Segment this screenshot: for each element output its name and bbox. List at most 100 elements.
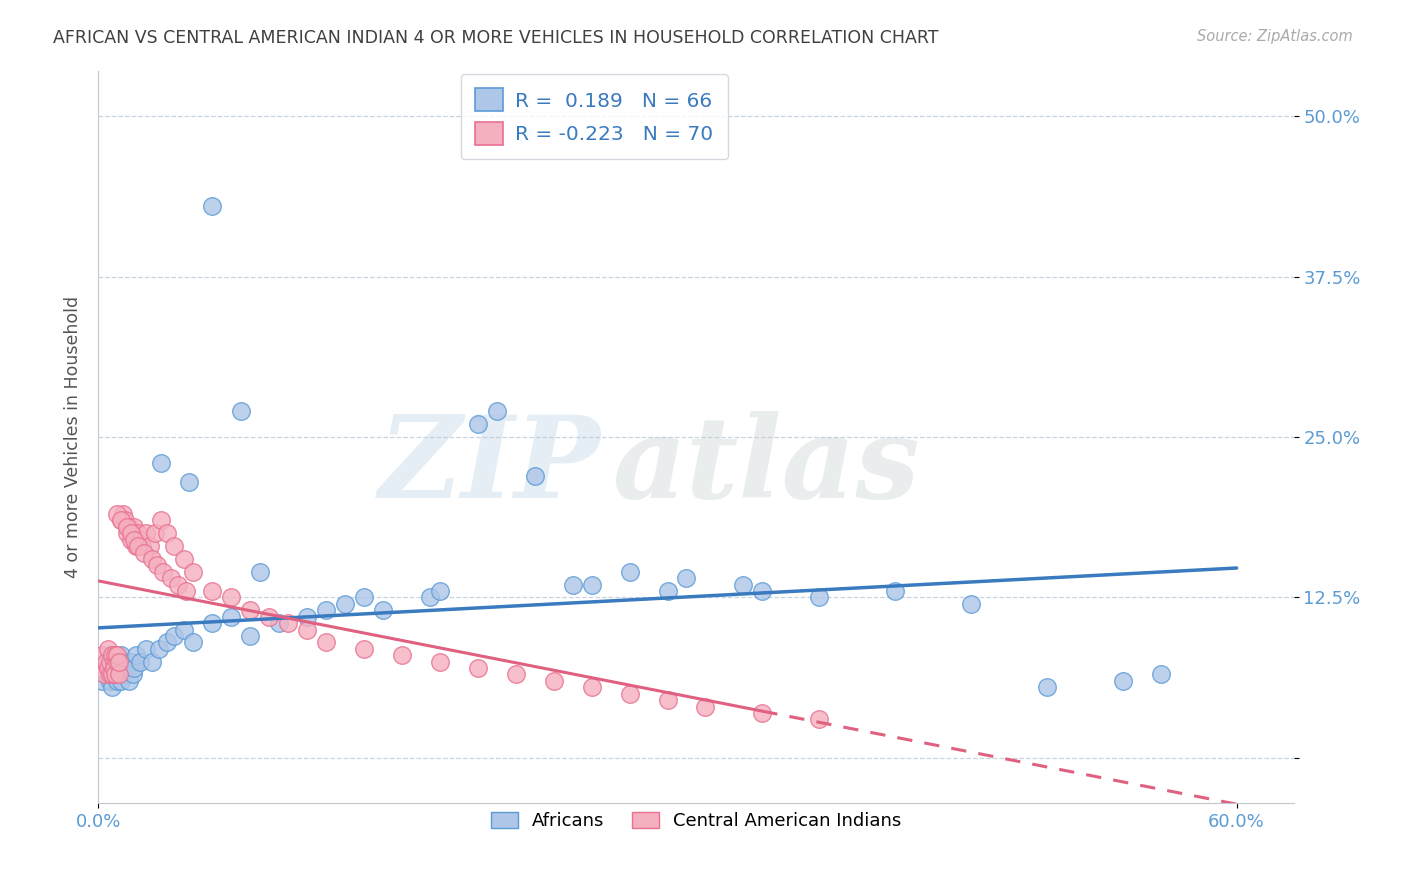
Point <box>167 577 190 591</box>
Point <box>267 616 290 631</box>
Point <box>219 609 242 624</box>
Point <box>108 655 131 669</box>
Point <box>201 584 224 599</box>
Point <box>98 648 121 663</box>
Point <box>884 584 907 599</box>
Point <box>239 629 262 643</box>
Point <box>103 667 125 681</box>
Point <box>98 667 121 681</box>
Point <box>181 635 204 649</box>
Point <box>132 545 155 559</box>
Point <box>94 655 117 669</box>
Y-axis label: 4 or more Vehicles in Household: 4 or more Vehicles in Household <box>63 296 82 578</box>
Point <box>110 648 132 663</box>
Point <box>108 667 131 681</box>
Point <box>173 623 195 637</box>
Point <box>143 526 166 541</box>
Point <box>124 520 146 534</box>
Point <box>89 661 111 675</box>
Point <box>960 597 983 611</box>
Point <box>105 673 128 688</box>
Point <box>131 539 153 553</box>
Legend: Africans, Central American Indians: Africans, Central American Indians <box>484 805 908 838</box>
Point <box>695 699 717 714</box>
Point <box>239 603 262 617</box>
Point <box>114 667 136 681</box>
Point <box>91 673 114 688</box>
Point <box>657 693 679 707</box>
Point <box>561 577 583 591</box>
Point <box>100 648 122 663</box>
Point <box>114 514 136 528</box>
Point <box>467 417 489 432</box>
Point <box>619 687 641 701</box>
Point <box>135 641 157 656</box>
Point <box>159 571 181 585</box>
Point <box>1150 667 1173 681</box>
Point <box>105 648 128 663</box>
Point <box>181 565 204 579</box>
Point <box>150 456 173 470</box>
Point <box>229 404 252 418</box>
Point <box>118 673 141 688</box>
Point <box>257 609 280 624</box>
Point <box>108 667 131 681</box>
Point <box>105 655 128 669</box>
Point <box>152 565 174 579</box>
Point <box>1112 673 1135 688</box>
Point <box>179 475 201 489</box>
Point <box>121 526 143 541</box>
Point <box>1036 681 1059 695</box>
Point <box>156 526 179 541</box>
Point <box>97 661 120 675</box>
Point <box>138 539 160 553</box>
Point <box>103 655 125 669</box>
Text: atlas: atlas <box>613 411 920 522</box>
Text: ZIP: ZIP <box>378 411 600 522</box>
Point <box>104 648 127 663</box>
Point <box>110 514 132 528</box>
Point <box>163 629 186 643</box>
Point <box>100 681 122 695</box>
Point <box>120 526 142 541</box>
Point <box>391 648 413 663</box>
Point <box>581 681 603 695</box>
Point <box>353 591 375 605</box>
Point <box>657 584 679 599</box>
Point <box>115 526 138 541</box>
Point <box>543 673 565 688</box>
Point <box>127 539 149 553</box>
Point <box>201 199 224 213</box>
Point <box>100 667 122 681</box>
Point <box>249 565 271 579</box>
Point <box>93 667 115 681</box>
Point <box>121 667 143 681</box>
Point <box>104 667 127 681</box>
Point <box>733 577 755 591</box>
Point <box>429 584 451 599</box>
Point <box>150 514 173 528</box>
Point <box>105 655 128 669</box>
Point <box>120 655 142 669</box>
Point <box>156 635 179 649</box>
Point <box>333 597 356 611</box>
Point <box>112 507 135 521</box>
Point <box>675 571 697 585</box>
Point <box>808 712 831 726</box>
Point <box>315 603 337 617</box>
Point <box>118 520 141 534</box>
Point <box>100 661 122 675</box>
Point <box>97 655 120 669</box>
Point <box>277 616 299 631</box>
Point <box>148 641 170 656</box>
Point <box>173 552 195 566</box>
Point <box>751 706 773 720</box>
Point <box>146 558 169 573</box>
Point <box>523 468 546 483</box>
Point <box>115 661 138 675</box>
Point <box>94 667 117 681</box>
Point <box>98 655 121 669</box>
Point <box>141 655 163 669</box>
Point <box>129 533 152 547</box>
Point <box>295 609 318 624</box>
